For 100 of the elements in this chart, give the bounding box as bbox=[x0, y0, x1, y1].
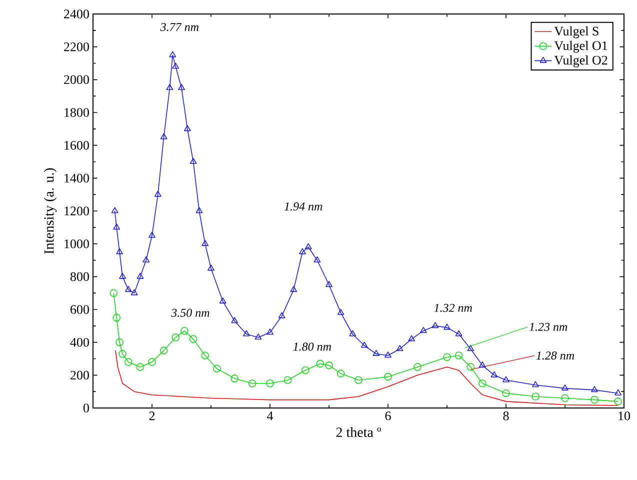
point bbox=[478, 379, 486, 388]
annotation: 1.28 nm bbox=[536, 352, 574, 360]
point bbox=[316, 360, 324, 368]
y-tick-label: 600 bbox=[70, 305, 89, 314]
annotation: 1.80 nm bbox=[293, 342, 331, 351]
point bbox=[396, 344, 404, 352]
point bbox=[160, 346, 168, 354]
point bbox=[116, 338, 124, 346]
point bbox=[478, 361, 486, 368]
point bbox=[166, 84, 174, 90]
y-tick-label: 1800 bbox=[64, 108, 89, 117]
point bbox=[466, 363, 474, 371]
point bbox=[178, 84, 185, 90]
y-axis-title: Intensity (a. u.) bbox=[44, 168, 57, 254]
point bbox=[266, 379, 274, 388]
point bbox=[169, 51, 176, 58]
point bbox=[189, 335, 198, 343]
point bbox=[160, 133, 168, 140]
point bbox=[502, 376, 510, 382]
point bbox=[432, 322, 439, 328]
point bbox=[326, 280, 332, 288]
y-tick-label: 400 bbox=[70, 338, 89, 347]
y-tick-label: 2000 bbox=[64, 75, 89, 84]
y-tick-label: 800 bbox=[70, 272, 89, 282]
point bbox=[614, 398, 622, 406]
point bbox=[444, 324, 450, 330]
point bbox=[242, 330, 250, 336]
point bbox=[384, 372, 392, 381]
point bbox=[455, 330, 462, 336]
point bbox=[230, 374, 238, 382]
point bbox=[314, 256, 321, 262]
point bbox=[454, 352, 463, 360]
x-tick-label: 2 bbox=[149, 412, 155, 420]
point bbox=[304, 243, 312, 250]
point bbox=[118, 350, 126, 358]
y-tick-label: 1200 bbox=[64, 206, 89, 216]
point bbox=[372, 350, 380, 356]
point bbox=[360, 342, 368, 348]
point bbox=[136, 363, 144, 371]
point bbox=[124, 358, 132, 366]
x-tick-label: 6 bbox=[385, 412, 391, 420]
point bbox=[302, 366, 310, 374]
point bbox=[154, 190, 162, 197]
point bbox=[443, 353, 451, 362]
point bbox=[116, 248, 123, 254]
y-tick-label: 2400 bbox=[64, 10, 89, 18]
point bbox=[190, 158, 197, 164]
point bbox=[112, 314, 120, 322]
point bbox=[231, 317, 238, 324]
point bbox=[384, 352, 392, 358]
point bbox=[136, 272, 144, 279]
x-tick-label: 10 bbox=[618, 412, 630, 420]
point bbox=[591, 386, 598, 392]
y-tick-label: 2200 bbox=[64, 42, 89, 52]
point bbox=[299, 248, 306, 254]
point bbox=[254, 334, 262, 340]
point bbox=[124, 286, 132, 292]
legend-label: Vulgel O2 bbox=[554, 55, 608, 68]
annotation: 1.32 nm bbox=[434, 304, 472, 312]
point bbox=[208, 264, 214, 271]
point bbox=[148, 358, 156, 366]
point bbox=[284, 376, 292, 384]
point bbox=[113, 224, 120, 230]
point bbox=[266, 328, 274, 335]
point bbox=[614, 389, 622, 396]
annotation: 3.50 nm bbox=[171, 308, 210, 317]
point bbox=[172, 62, 180, 69]
point bbox=[590, 396, 598, 404]
point bbox=[201, 352, 209, 360]
legend-label: Vulgel O1 bbox=[554, 40, 608, 53]
point bbox=[180, 326, 188, 335]
y-tick-label: 1000 bbox=[64, 239, 89, 248]
point bbox=[130, 289, 138, 296]
point bbox=[172, 334, 180, 342]
point bbox=[532, 381, 539, 388]
y-tick-label: 1600 bbox=[64, 140, 89, 150]
x-tick-label: 4 bbox=[267, 412, 274, 420]
point bbox=[219, 297, 226, 304]
point bbox=[490, 371, 498, 378]
point bbox=[111, 207, 118, 214]
point bbox=[142, 256, 150, 262]
point bbox=[248, 379, 256, 388]
x-tick-label: 8 bbox=[503, 412, 509, 420]
x-axis-title: 2 theta º bbox=[336, 427, 382, 438]
y-tick-label: 0 bbox=[83, 404, 89, 412]
y-tick-label: 200 bbox=[70, 370, 89, 380]
legend-label: Vulgel S bbox=[554, 26, 598, 38]
point bbox=[184, 125, 191, 132]
point bbox=[110, 289, 118, 297]
point bbox=[354, 376, 362, 384]
annotation: 3.77 nm bbox=[160, 22, 198, 32]
point bbox=[467, 344, 474, 352]
point bbox=[561, 394, 569, 402]
y-tick-label: 1400 bbox=[64, 174, 89, 183]
point bbox=[196, 207, 203, 214]
point bbox=[532, 392, 540, 400]
point bbox=[278, 312, 286, 318]
point bbox=[290, 286, 298, 292]
point bbox=[414, 363, 422, 371]
point bbox=[202, 240, 209, 246]
